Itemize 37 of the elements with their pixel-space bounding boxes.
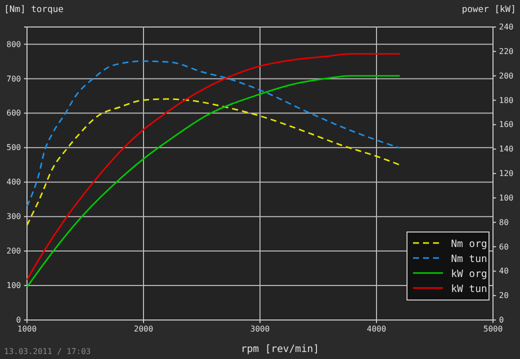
y-tick-label: 200 bbox=[6, 246, 22, 256]
x-tick-label: 3000 bbox=[250, 324, 270, 334]
y2-tick-label: 40 bbox=[499, 266, 509, 276]
text: 13.03.2011 / 17:03 bbox=[4, 347, 91, 356]
y2-tick-label: 240 bbox=[499, 22, 514, 32]
x-tick-label: 5000 bbox=[483, 324, 503, 334]
x-axis-title: rpm [rev/min] bbox=[240, 344, 320, 355]
y2-tick-label: 180 bbox=[499, 96, 514, 105]
y2-tick-label: 160 bbox=[499, 120, 514, 130]
y-tick-label: 100 bbox=[6, 281, 22, 290]
x-tick-label: 4000 bbox=[366, 324, 386, 334]
y-tick-label: 800 bbox=[6, 40, 22, 49]
y2-tick-label: 80 bbox=[499, 218, 509, 227]
y2-tick-label: 20 bbox=[499, 291, 509, 300]
y2-tick-label: 140 bbox=[499, 144, 514, 154]
legend-label: Nm tun bbox=[451, 254, 488, 265]
y-tick-label: 700 bbox=[6, 74, 22, 84]
y-tick-label: 300 bbox=[6, 212, 22, 222]
y-axis-title: [Nm] torque bbox=[4, 5, 64, 15]
y-tick-label: 600 bbox=[6, 108, 22, 118]
x-tick-label: 1000 bbox=[17, 324, 37, 334]
y2-tick-label: 220 bbox=[499, 46, 514, 56]
y2-tick-label: 200 bbox=[499, 71, 514, 80]
y2-tick-label: 0 bbox=[499, 316, 504, 325]
y2-axis-title: power [kW] bbox=[462, 5, 516, 15]
x-tick-label: 2000 bbox=[134, 324, 154, 334]
legend-label: kW tun bbox=[451, 284, 488, 295]
y-tick-label: 400 bbox=[6, 178, 22, 187]
y-tick-label: 0 bbox=[16, 316, 22, 325]
line-series bbox=[26, 98, 401, 226]
line-series bbox=[26, 60, 401, 207]
y-tick-label: 500 bbox=[6, 143, 22, 152]
y2-tick-label: 120 bbox=[499, 169, 514, 178]
legend-label: kW org bbox=[451, 269, 488, 280]
legend-label: Nm org bbox=[451, 239, 488, 250]
y2-tick-label: 60 bbox=[499, 242, 509, 252]
y2-tick-label: 100 bbox=[499, 193, 514, 202]
